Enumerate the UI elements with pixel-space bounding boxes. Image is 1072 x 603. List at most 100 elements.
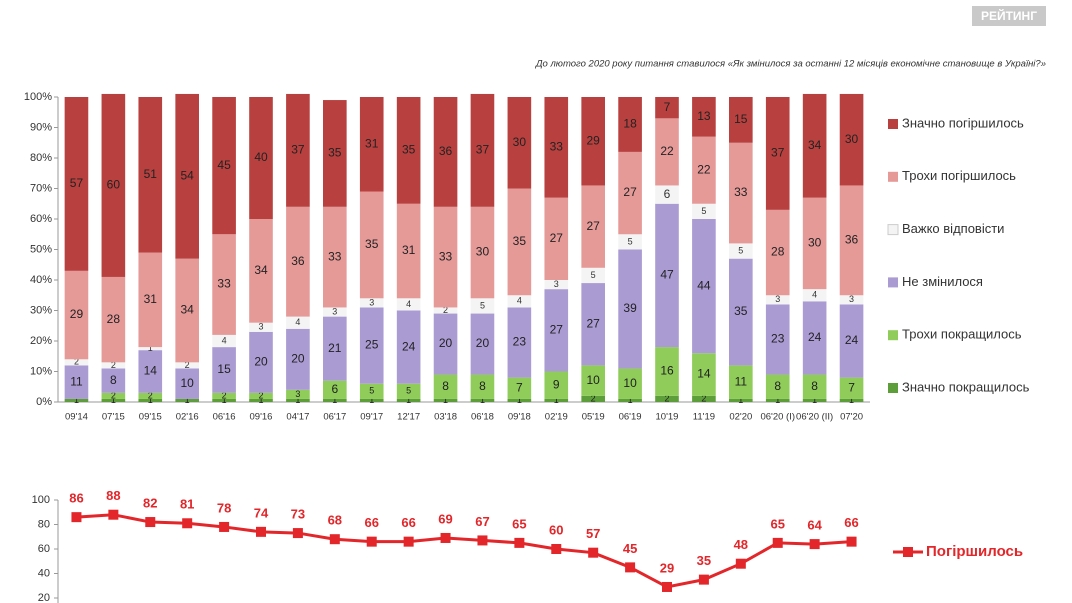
value-label: 2 <box>258 390 263 400</box>
bar-segment <box>655 347 679 396</box>
bar-segment <box>64 97 89 271</box>
bar-segment <box>323 100 347 207</box>
marker <box>551 544 562 554</box>
value-label: 2 <box>591 393 596 403</box>
bar-segment <box>175 258 199 363</box>
bar-segment <box>802 289 827 302</box>
bar-segment <box>286 93 310 207</box>
value-label: 11 <box>70 374 83 388</box>
x-tick-label: 07'15 <box>102 412 125 423</box>
value-label: 9 <box>553 377 560 391</box>
bar-segment <box>470 374 495 399</box>
bar-segment <box>323 380 347 399</box>
value-label: 5 <box>591 270 596 280</box>
bar-segment <box>765 97 790 210</box>
value-label: 15 <box>734 112 748 126</box>
bar-segment <box>470 313 495 375</box>
value-label: 2 <box>443 305 448 315</box>
value-label: 35 <box>734 304 748 318</box>
y-tick-label: 80% <box>30 152 52 164</box>
bar-segment <box>359 97 384 192</box>
bar-segment <box>175 362 199 369</box>
bar-segment <box>396 310 421 384</box>
value-label: 35 <box>697 553 711 568</box>
bar-segment <box>655 185 679 204</box>
legend-swatch <box>888 171 898 182</box>
value-label: 37 <box>291 143 305 157</box>
bar-segment <box>618 151 642 235</box>
value-label: 88 <box>106 488 120 503</box>
bar-segment <box>507 188 532 296</box>
value-label: 10 <box>623 376 637 390</box>
bar-segment <box>839 398 864 402</box>
bar-segment <box>802 301 827 375</box>
value-label: 73 <box>291 507 305 522</box>
value-label: 30 <box>476 245 490 259</box>
value-label: 1 <box>148 395 153 405</box>
value-label: 36 <box>291 254 305 268</box>
value-label: 66 <box>364 515 378 530</box>
x-tick-label: 06'18 <box>471 412 494 423</box>
legend-label: Не змінилося <box>902 274 983 289</box>
bar-segment <box>138 398 163 402</box>
value-label: 57 <box>586 526 600 541</box>
value-label: 64 <box>807 518 822 533</box>
value-label: 6 <box>331 382 338 396</box>
bar-segment <box>729 142 753 244</box>
value-label: 37 <box>476 143 490 157</box>
x-tick-label: 02'20 <box>729 412 752 423</box>
value-label: 33 <box>328 249 342 263</box>
value-label: 35 <box>328 146 342 160</box>
value-label: 20 <box>476 336 490 350</box>
bar-segment <box>323 316 347 381</box>
value-label: 86 <box>69 491 83 506</box>
bar-segment <box>729 243 753 259</box>
value-label: 31 <box>365 136 379 150</box>
value-label: 29 <box>660 560 674 575</box>
value-label: 11 <box>735 374 748 388</box>
bar-segment <box>175 93 199 259</box>
bar-segment <box>286 316 310 329</box>
bar-segment <box>544 289 569 372</box>
value-label: 2 <box>74 357 79 367</box>
bar-segment <box>249 97 273 219</box>
value-label: 27 <box>623 185 637 199</box>
bar-segment <box>655 395 679 402</box>
legend-label: Значно погіршилось <box>902 115 1024 130</box>
value-label: 31 <box>144 292 158 306</box>
value-label: 82 <box>143 495 157 510</box>
value-label: 2 <box>701 393 706 403</box>
value-label: 54 <box>181 168 195 182</box>
value-label: 8 <box>774 379 781 393</box>
bar-segment <box>433 307 458 314</box>
bar-segment <box>212 347 236 393</box>
value-label: 3 <box>369 297 374 307</box>
bar-segment <box>175 368 199 399</box>
bar-segment <box>64 365 89 399</box>
value-label: 5 <box>701 206 706 216</box>
marker <box>71 512 82 523</box>
line <box>76 513 852 589</box>
value-label: 67 <box>475 514 489 529</box>
bar-segment <box>765 304 790 375</box>
x-tick-label: 06'20 (I) <box>760 412 795 423</box>
value-label: 15 <box>217 362 231 376</box>
y-tick-label: 30% <box>30 304 52 316</box>
bar-segment <box>212 234 236 335</box>
marker <box>440 532 451 543</box>
marker <box>809 539 820 550</box>
value-label: 1 <box>480 395 485 405</box>
bar-segment <box>655 203 679 348</box>
bar-segment <box>101 392 126 399</box>
marker <box>625 562 636 573</box>
bar-segment <box>839 377 864 399</box>
value-label: 4 <box>517 296 522 306</box>
value-label: 24 <box>845 333 859 347</box>
x-tick-label: 02'16 <box>176 412 199 423</box>
bar-segment <box>138 347 163 351</box>
value-label: 2 <box>111 390 116 400</box>
bar-segment <box>470 298 495 314</box>
bar-segment <box>323 307 347 317</box>
value-label: 35 <box>365 237 379 251</box>
bar-segment <box>101 276 126 363</box>
